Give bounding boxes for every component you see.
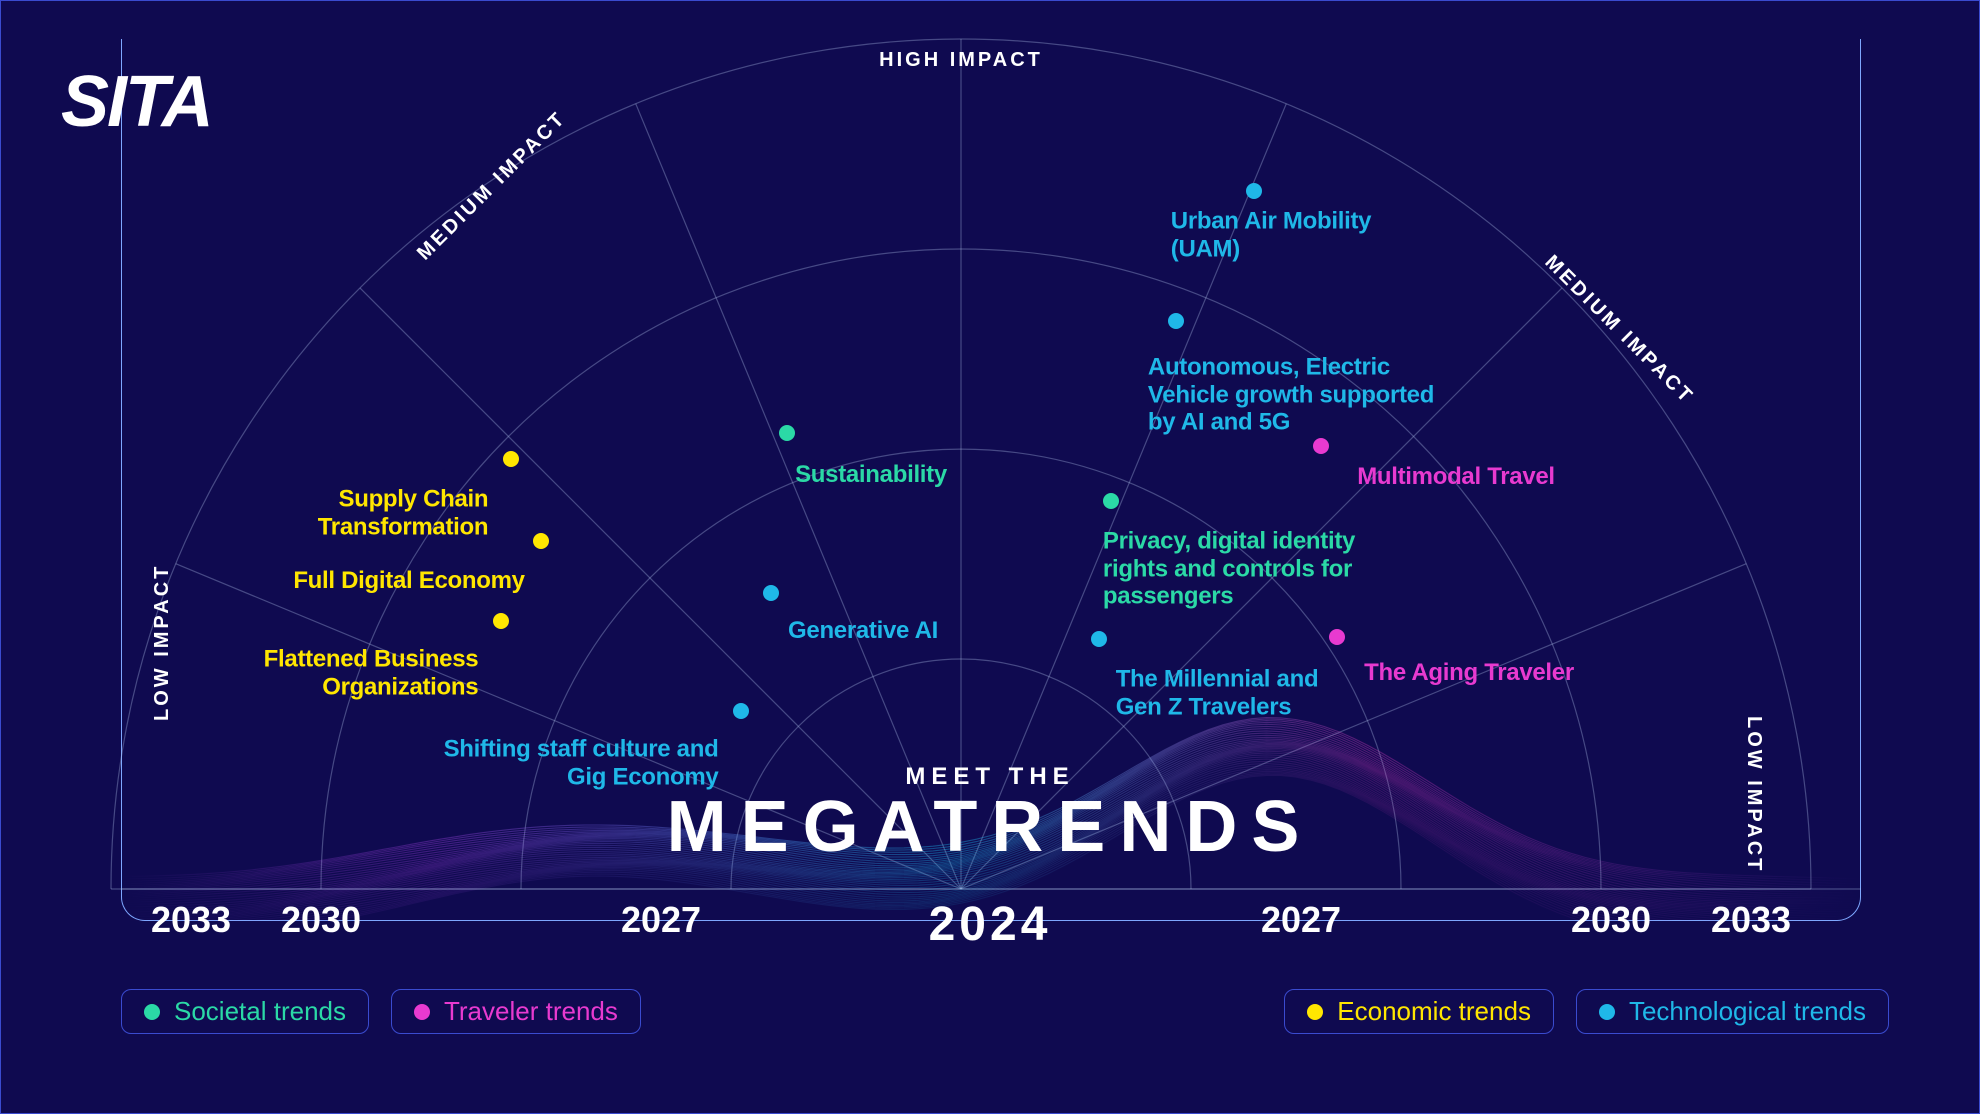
trend-point bbox=[533, 533, 549, 549]
legend-label: Societal trends bbox=[174, 996, 346, 1027]
trend-dot bbox=[533, 533, 549, 549]
trend-label: Privacy, digital identity rights and con… bbox=[1103, 524, 1355, 611]
year-tick: 2030 bbox=[1571, 899, 1651, 941]
trend-dot bbox=[733, 703, 749, 719]
trend-label-text: Privacy, digital identity rights and con… bbox=[1103, 528, 1355, 611]
brand-logo: SITA bbox=[61, 61, 212, 143]
trend-dot bbox=[1091, 631, 1107, 647]
trend-label-text: Generative AI bbox=[788, 617, 938, 645]
legend-item-technological: Technological trends bbox=[1576, 989, 1889, 1034]
megatrends-radar-infographic: { "brand": { "logo_text": "SITA" }, "col… bbox=[0, 0, 1980, 1114]
year-tick: 2030 bbox=[281, 899, 361, 941]
trend-point bbox=[1091, 631, 1107, 647]
trend-dot bbox=[1313, 438, 1329, 454]
trend-label: Multimodal Travel bbox=[1357, 459, 1555, 491]
trend-label: Urban Air Mobility (UAM) bbox=[1171, 203, 1371, 262]
legend-bar: Societal trends Traveler trends Economic … bbox=[121, 989, 1889, 1034]
legend-label: Technological trends bbox=[1629, 996, 1866, 1027]
trend-label: The Millennial and Gen Z Travelers bbox=[1116, 661, 1319, 720]
legend-group-left: Societal trends Traveler trends bbox=[121, 989, 641, 1034]
trend-point bbox=[779, 425, 795, 441]
trend-point bbox=[733, 703, 749, 719]
impact-label-high: HIGH IMPACT bbox=[879, 49, 1043, 72]
trend-label-text: The Millennial and Gen Z Travelers bbox=[1116, 665, 1319, 720]
trend-dot bbox=[493, 613, 509, 629]
year-tick: 2033 bbox=[151, 899, 231, 941]
trend-label: Supply Chain Transformation bbox=[318, 481, 489, 540]
title-main: MEGATRENDS bbox=[667, 791, 1314, 863]
year-tick: 2033 bbox=[1711, 899, 1791, 941]
trend-point bbox=[503, 451, 519, 467]
trend-dot bbox=[1168, 313, 1184, 329]
title-center-year: 2024 bbox=[929, 897, 1052, 952]
trend-label-text: Multimodal Travel bbox=[1357, 463, 1555, 491]
legend-group-right: Economic trends Technological trends bbox=[1284, 989, 1889, 1034]
trend-point bbox=[1329, 629, 1345, 645]
legend-label: Economic trends bbox=[1337, 996, 1531, 1027]
trend-dot bbox=[503, 451, 519, 467]
legend-dot bbox=[144, 1004, 160, 1020]
trend-label: The Aging Traveler bbox=[1364, 655, 1574, 687]
trend-label-text: The Aging Traveler bbox=[1364, 659, 1574, 687]
trend-dot bbox=[763, 585, 779, 601]
trend-dot bbox=[779, 425, 795, 441]
year-tick: 2027 bbox=[1261, 899, 1341, 941]
impact-label-low_right: LOW IMPACT bbox=[1742, 716, 1765, 873]
trend-label: Generative AI bbox=[788, 613, 938, 645]
legend-label: Traveler trends bbox=[444, 996, 618, 1027]
impact-label-low_left: LOW IMPACT bbox=[151, 564, 174, 721]
trend-label: Flattened Business Organizations bbox=[264, 641, 479, 700]
trend-label-text: Supply Chain Transformation bbox=[318, 485, 489, 540]
legend-item-traveler: Traveler trends bbox=[391, 989, 641, 1034]
trend-point bbox=[493, 613, 509, 629]
trend-dot bbox=[1329, 629, 1345, 645]
year-tick: 2027 bbox=[621, 899, 701, 941]
trend-label-text: Urban Air Mobility (UAM) bbox=[1171, 207, 1371, 262]
trend-label: Sustainability bbox=[795, 457, 947, 489]
trend-point bbox=[1313, 438, 1329, 454]
trend-point bbox=[1103, 493, 1119, 509]
chart-title: MEET THE MEGATRENDS bbox=[667, 763, 1314, 863]
trend-dot bbox=[1103, 493, 1119, 509]
trend-point bbox=[1246, 183, 1262, 199]
legend-dot bbox=[414, 1004, 430, 1020]
legend-item-economic: Economic trends bbox=[1284, 989, 1554, 1034]
trend-label-text: Full Digital Economy bbox=[293, 567, 524, 595]
trend-point bbox=[763, 585, 779, 601]
trend-label: Full Digital Economy bbox=[293, 563, 524, 595]
trend-label-text: Sustainability bbox=[795, 461, 947, 489]
trend-label-text: Flattened Business Organizations bbox=[264, 645, 479, 700]
legend-dot bbox=[1599, 1004, 1615, 1020]
trend-point bbox=[1168, 313, 1184, 329]
trend-label: Autonomous, Electric Vehicle growth supp… bbox=[1148, 350, 1434, 437]
trend-label-text: Autonomous, Electric Vehicle growth supp… bbox=[1148, 354, 1434, 437]
legend-item-societal: Societal trends bbox=[121, 989, 369, 1034]
legend-dot bbox=[1307, 1004, 1323, 1020]
trend-dot bbox=[1246, 183, 1262, 199]
